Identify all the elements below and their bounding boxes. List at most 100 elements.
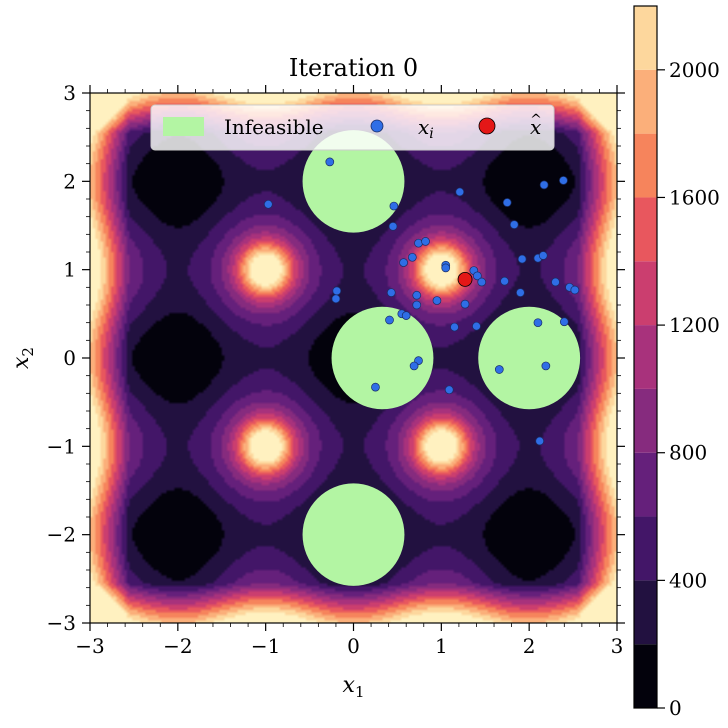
plot-area bbox=[90, 93, 617, 623]
y-tick-label-2: −1 bbox=[47, 434, 76, 458]
sample-point-14 bbox=[441, 263, 451, 273]
sample-point-1 bbox=[263, 199, 273, 209]
x-axis-title-var: x bbox=[343, 673, 356, 698]
sample-point-28 bbox=[386, 288, 396, 297]
sample-point-41 bbox=[409, 361, 419, 371]
infeasible-regions bbox=[302, 130, 581, 586]
infeasible-region-0 bbox=[302, 130, 405, 233]
y-tick-label-6: 3 bbox=[63, 81, 76, 105]
legend-sample-var: x bbox=[418, 115, 429, 139]
sample-point-8 bbox=[509, 220, 519, 229]
colorbar-tick-label-2: 800 bbox=[669, 441, 707, 465]
colorbar-band-0 bbox=[634, 644, 657, 708]
x-tick-label-3: 0 bbox=[347, 634, 360, 658]
y-tick-label-3: 0 bbox=[63, 346, 76, 370]
sample-point-26 bbox=[332, 286, 342, 296]
sample-point-0 bbox=[325, 157, 335, 167]
x-tick-label-0: −3 bbox=[75, 634, 104, 658]
legend: Infeasible xi x ^ bbox=[150, 104, 555, 151]
colorbar-band-1 bbox=[634, 580, 657, 645]
sample-point-37 bbox=[472, 321, 481, 331]
legend-sample-label: xi bbox=[418, 115, 434, 142]
sample-point-24 bbox=[570, 285, 580, 295]
x-tick-label-2: −1 bbox=[251, 634, 280, 658]
y-axis: −3 −2 −1 0 1 2 3 bbox=[47, 81, 625, 635]
sample-point-10 bbox=[421, 237, 430, 246]
sample-point-9 bbox=[414, 238, 423, 248]
colorbar-frame bbox=[633, 5, 658, 709]
colorbar-tick-label-0: 0 bbox=[669, 696, 682, 720]
sample-point-25 bbox=[516, 288, 525, 297]
y-tick-label-4: 1 bbox=[63, 258, 76, 282]
sample-point-38 bbox=[533, 318, 543, 328]
sample-point-11 bbox=[407, 252, 417, 262]
sample-point-4 bbox=[455, 187, 465, 197]
legend-box bbox=[150, 104, 555, 151]
legend-infeasible-swatch bbox=[163, 117, 204, 136]
legend-best-label: x bbox=[530, 115, 541, 139]
sample-point-12 bbox=[399, 258, 408, 267]
colorbar-tick-label-1: 400 bbox=[669, 568, 707, 592]
colorbar-band-2 bbox=[634, 516, 657, 581]
colorbar-band-5 bbox=[634, 325, 657, 389]
sample-point-45 bbox=[541, 361, 551, 371]
legend-best-accent: ^ bbox=[530, 112, 542, 128]
sample-point-17 bbox=[477, 277, 487, 287]
best-point-group bbox=[457, 271, 473, 287]
y-tick-label-1: −2 bbox=[47, 523, 76, 547]
sample-point-22 bbox=[551, 277, 560, 287]
best-point bbox=[457, 271, 473, 287]
sample-point-31 bbox=[432, 296, 442, 305]
x-tick-label-6: 3 bbox=[611, 634, 624, 658]
legend-best-marker bbox=[478, 117, 496, 135]
sample-point-18 bbox=[500, 276, 509, 286]
sample-point-7 bbox=[559, 176, 568, 185]
y-tick-label-0: −3 bbox=[47, 611, 76, 635]
x-axis: −3 −2 −1 0 1 2 3 bbox=[75, 85, 623, 658]
y-axis-title-var: x bbox=[9, 356, 34, 369]
colorbar-band-7 bbox=[634, 197, 657, 262]
colorbar-tick-label-3: 1200 bbox=[669, 313, 720, 337]
sample-point-21 bbox=[538, 251, 548, 260]
colorbar-band-3 bbox=[634, 452, 657, 517]
colorbar-tick-label-4: 1600 bbox=[669, 185, 720, 209]
sample-point-19 bbox=[517, 254, 527, 264]
colorbar-band-6 bbox=[634, 261, 657, 326]
chart-title: Iteration 0 bbox=[289, 54, 418, 82]
sample-point-6 bbox=[539, 180, 549, 190]
sample-point-29 bbox=[412, 290, 422, 300]
infeasible-region-1 bbox=[331, 306, 434, 410]
x-tick-label-5: 2 bbox=[523, 634, 536, 658]
y-tick-label-5: 2 bbox=[63, 169, 76, 193]
x-axis-title: x1 bbox=[343, 673, 365, 701]
sample-point-46 bbox=[535, 436, 545, 446]
x-axis-title-sub: 1 bbox=[355, 683, 365, 701]
sample-point-36 bbox=[450, 322, 459, 332]
infeasible-region-3 bbox=[302, 483, 405, 586]
y-axis-title: x2 bbox=[9, 347, 37, 369]
sample-point-42 bbox=[371, 382, 380, 392]
colorbar-tick-label-5: 2000 bbox=[669, 58, 720, 82]
colorbar-band-8 bbox=[634, 133, 657, 198]
sample-point-30 bbox=[412, 300, 422, 310]
sample-point-39 bbox=[559, 317, 569, 327]
sample-points bbox=[263, 157, 580, 446]
sample-point-27 bbox=[331, 294, 341, 304]
colorbar-band-10 bbox=[634, 6, 657, 70]
sample-point-5 bbox=[502, 198, 512, 207]
infeasible-region-2 bbox=[478, 306, 581, 410]
x-tick-label-4: 1 bbox=[435, 634, 448, 658]
y-axis-title-sub: 2 bbox=[19, 347, 37, 357]
legend-sample-sub: i bbox=[429, 126, 433, 142]
sample-point-32 bbox=[460, 299, 470, 309]
colorbar-ticks: 0 400 800 1200 1600 2000 bbox=[657, 58, 720, 720]
sample-point-43 bbox=[444, 385, 454, 395]
colorbar: 0 400 800 1200 1600 2000 bbox=[633, 5, 720, 720]
legend-sample-marker bbox=[370, 119, 384, 133]
colorbar-bands bbox=[634, 6, 657, 708]
sample-point-16 bbox=[472, 271, 482, 281]
sample-point-34 bbox=[401, 311, 411, 320]
colorbar-band-9 bbox=[634, 69, 657, 134]
sample-point-3 bbox=[388, 222, 398, 231]
